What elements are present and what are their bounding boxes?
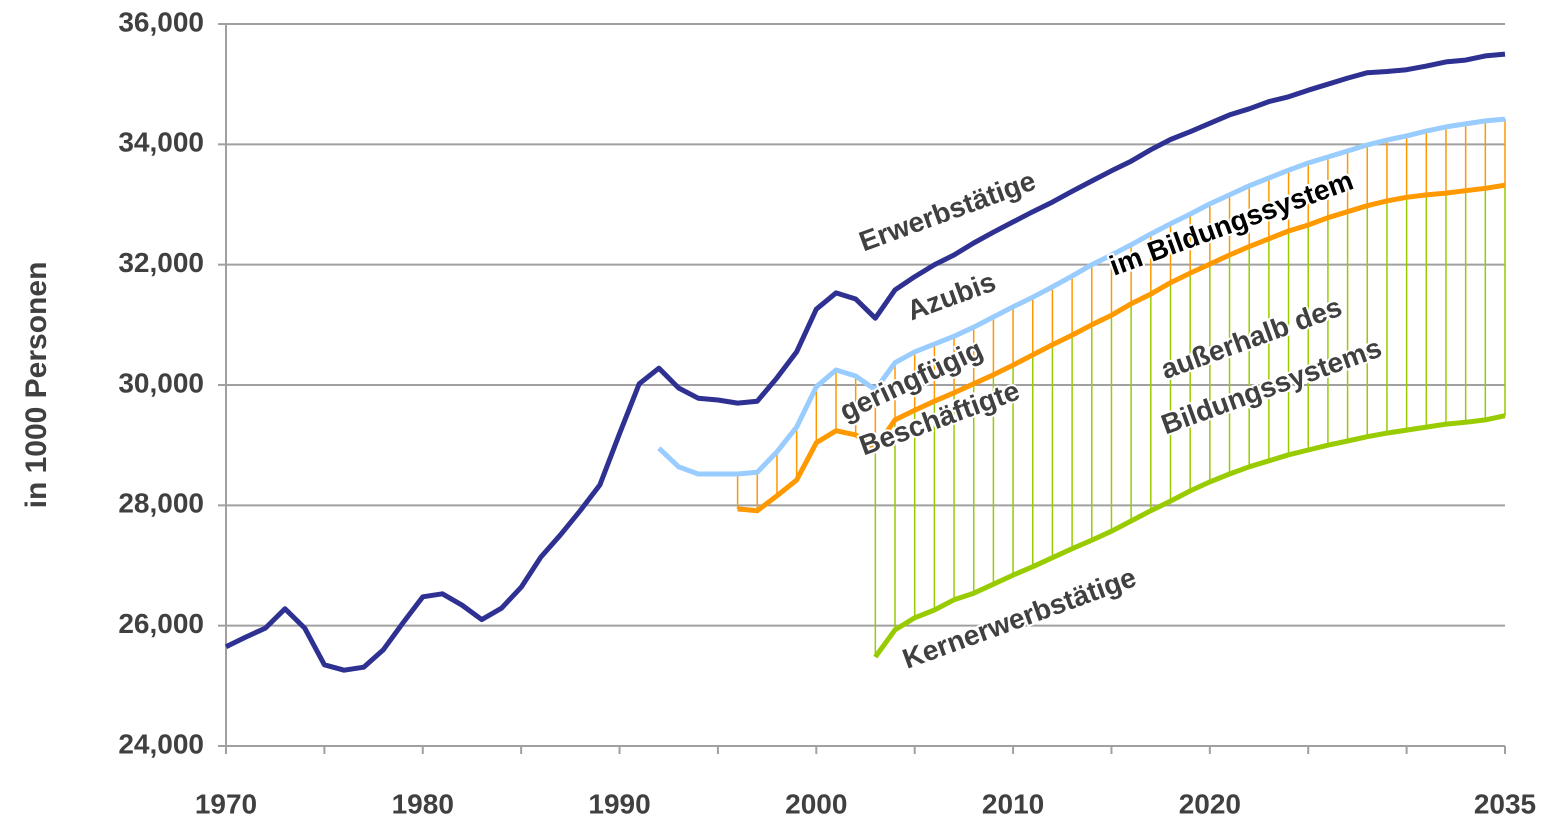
x-tick-label: 2010 <box>982 788 1044 819</box>
line-series <box>873 413 1506 659</box>
y-tick-label: 28,000 <box>118 488 204 519</box>
annotation: Erwerbstätige <box>855 165 1040 257</box>
x-tick-label: 1990 <box>588 788 650 819</box>
y-tick-label: 36,000 <box>118 6 204 37</box>
y-tick-label: 32,000 <box>118 247 204 278</box>
y-axis-label: in 1000 Personen <box>20 262 53 509</box>
line-series <box>737 182 1506 514</box>
line-series <box>224 51 1506 673</box>
y-tick-label: 34,000 <box>118 127 204 158</box>
x-tick-label: 1980 <box>392 788 454 819</box>
x-tick-label: 2020 <box>1179 788 1241 819</box>
y-tick-label: 26,000 <box>118 608 204 639</box>
y-tick-label: 30,000 <box>118 367 204 398</box>
x-tick-label: 1970 <box>195 788 257 819</box>
x-tick-label: 2000 <box>785 788 847 819</box>
line-series <box>657 116 1506 477</box>
y-tick-label: 24,000 <box>118 728 204 759</box>
x-tick-label: 2035 <box>1474 788 1536 819</box>
